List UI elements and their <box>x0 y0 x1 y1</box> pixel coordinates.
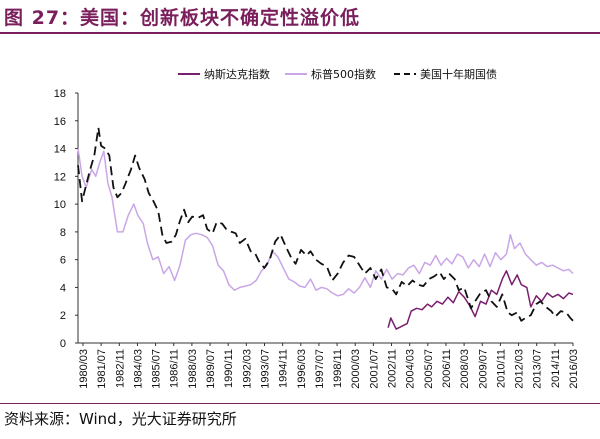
x-tick-label: 2012/03 <box>514 349 526 389</box>
title-divider <box>0 32 600 34</box>
x-tick-label: 1998/11 <box>332 349 344 388</box>
figure-title: 图 27：美国：创新板块不确定性溢价低 <box>4 7 361 29</box>
x-tick-label: 2016/03 <box>568 349 580 389</box>
x-tick-label: 1990/11 <box>223 349 235 388</box>
x-tick-label: 1993/07 <box>259 349 271 389</box>
y-tick-label: 0 <box>60 338 66 350</box>
source-divider <box>0 403 600 404</box>
legend-label-3: 美国十年期国债 <box>420 67 497 81</box>
x-tick-label: 2005/07 <box>423 349 435 389</box>
x-tick-label: 2010/11 <box>495 349 507 388</box>
x-tick-label: 2008/03 <box>459 349 471 389</box>
y-tick-label: 6 <box>60 255 66 267</box>
x-tick-label: 2002/11 <box>387 349 399 388</box>
series-line-2 <box>77 148 574 297</box>
series-line-3 <box>77 126 574 322</box>
legend-label-1: 纳斯达克指数 <box>204 67 270 81</box>
x-tick-label: 1981/07 <box>96 349 108 389</box>
y-tick-label: 4 <box>60 282 66 294</box>
y-tick-label: 8 <box>60 227 66 239</box>
source-note: 资料来源：Wind，光大证券研究所 <box>4 410 237 428</box>
x-tick-label: 1982/11 <box>114 349 126 388</box>
x-tick-label: 1988/03 <box>187 349 199 389</box>
x-tick-label: 1985/07 <box>151 349 163 389</box>
x-tick-label: 2014/11 <box>550 349 562 388</box>
line-chart: 0 2 4 6 8 10 12 14 16 18 1980/03 1981/07 1982/11 1984… <box>54 67 580 389</box>
y-tick-label: 10 <box>54 199 66 211</box>
x-tick-label: 2013/07 <box>532 349 544 389</box>
y-tick-label: 12 <box>54 171 66 183</box>
series-line-1 <box>387 270 574 330</box>
x-tick-label: 2000/03 <box>350 349 362 389</box>
x-tick-label: 2006/11 <box>441 349 453 388</box>
x-tick-label: 1996/03 <box>296 349 308 389</box>
x-tick-label: 1986/11 <box>169 349 181 388</box>
y-tick-label: 14 <box>54 144 66 156</box>
x-tick-label: 1994/11 <box>278 349 290 388</box>
x-tick-label: 2009/07 <box>477 349 489 389</box>
x-tick-label: 1989/07 <box>205 349 217 389</box>
x-tick-label: 2001/07 <box>368 349 380 389</box>
x-tick-label: 2004/03 <box>405 349 417 389</box>
x-tick-label: 1980/03 <box>78 349 90 389</box>
y-tick-label: 2 <box>60 310 66 322</box>
x-tick-label: 1997/07 <box>314 349 326 389</box>
x-tick-label: 1992/03 <box>241 349 253 389</box>
x-tick-label: 1984/03 <box>132 349 144 389</box>
y-tick-label: 16 <box>54 116 66 128</box>
y-tick-label: 18 <box>54 88 66 100</box>
legend-label-2: 标普500指数 <box>311 67 376 81</box>
